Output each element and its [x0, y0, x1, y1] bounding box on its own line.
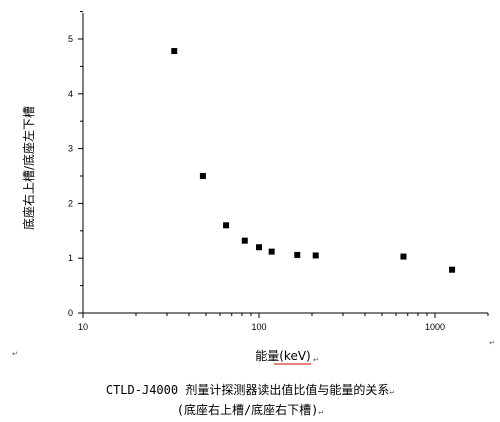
caption-text-2: (底座右上槽/底座右下槽) — [176, 403, 319, 417]
y-tick-label: 3 — [68, 144, 73, 154]
paragraph-mark-icon: ↵ — [313, 356, 319, 364]
y-tick-label: 2 — [68, 198, 73, 208]
data-point — [268, 248, 275, 255]
x-axis-ticks: 10 100 1000 — [78, 313, 489, 332]
figure-caption-line-1: CTLD-J4000 剂量计探测器读出值比值与能量的关系↵ — [0, 381, 500, 398]
paragraph-mark-icon: ↵ — [389, 387, 395, 396]
paragraph-mark-icon: ↵ — [489, 339, 495, 347]
data-point — [449, 266, 456, 273]
y-tick-label: 0 — [68, 308, 73, 318]
data-point — [256, 244, 262, 251]
x-tick-label: 100 — [251, 322, 266, 332]
data-point — [400, 253, 407, 260]
x-axis-title-group: 能量(keV) ↵ — [255, 349, 319, 365]
y-tick-label: 5 — [68, 34, 73, 44]
x-axis-title: 能量(keV) — [255, 349, 310, 363]
paragraph-mark-icon: ↵ — [12, 350, 18, 358]
data-point — [171, 48, 178, 55]
x-tick-label: 1000 — [425, 322, 445, 332]
caption-text-1: CTLD-J4000 剂量计探测器读出值比值与能量的关系 — [105, 383, 390, 397]
y-tick-label: 4 — [68, 89, 73, 99]
data-point — [241, 237, 248, 244]
y-axis-ticks: 0 1 2 3 4 5 — [68, 11, 83, 318]
data-point — [223, 222, 230, 229]
x-tick-label: 10 — [78, 322, 88, 332]
y-axis-title: 底座右上槽/底座左下槽 — [21, 106, 36, 230]
figure-caption-line-2: (底座右上槽/底座右下槽)↵ — [0, 401, 500, 418]
data-points — [171, 48, 456, 273]
data-point — [199, 173, 206, 179]
paragraph-mark-icon: ↵ — [318, 407, 324, 416]
y-tick-label: 1 — [68, 253, 73, 263]
chart-axes — [82, 13, 488, 314]
data-point — [312, 252, 319, 259]
data-point — [294, 251, 301, 258]
